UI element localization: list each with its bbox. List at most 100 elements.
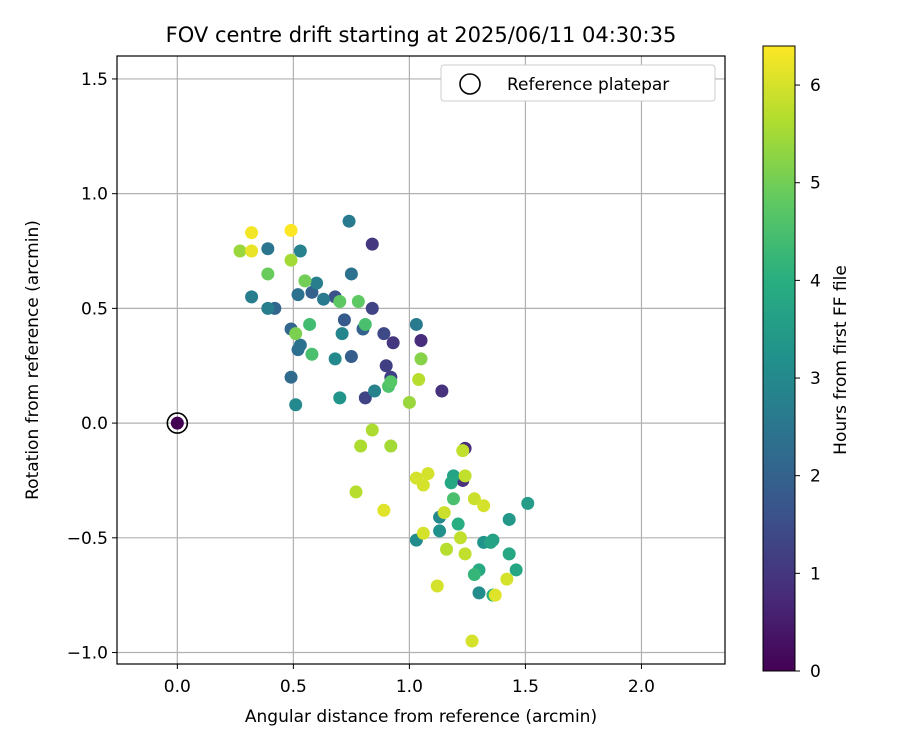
plot-frame (116, 55, 726, 665)
data-point (477, 499, 491, 513)
data-point (414, 352, 428, 366)
legend-entry-reference: Reference platepar (507, 75, 669, 95)
y-tick-label: 1.0 (81, 185, 108, 205)
data-point (305, 347, 319, 361)
x-tick-label: 0.0 (164, 677, 191, 697)
reference-marker (166, 412, 189, 434)
data-point (354, 439, 368, 453)
colorbar-tick-label: 5 (810, 174, 821, 194)
data-point (444, 476, 458, 490)
data-point (435, 384, 449, 398)
data-point (261, 242, 275, 256)
colorbar-tick-label: 0 (810, 662, 821, 682)
data-point (458, 547, 472, 561)
data-point (284, 370, 298, 384)
colorbar-gradient (762, 45, 796, 672)
data-point (365, 301, 379, 315)
data-point (342, 214, 356, 228)
data-point (446, 492, 460, 506)
colorbar-tick-label: 2 (810, 467, 821, 487)
data-point (170, 416, 184, 430)
data-point (298, 274, 312, 288)
data-point (412, 373, 426, 387)
data-point (384, 375, 398, 389)
y-tick-label: 0.5 (81, 299, 108, 319)
data-point (293, 338, 307, 352)
data-point (467, 568, 481, 582)
data-point (472, 586, 486, 600)
y-axis-ticks: −1.0 −0.5 0.0 0.5 1.0 1.5 (67, 70, 117, 664)
data-point (344, 350, 358, 364)
data-point (440, 542, 454, 556)
y-tick-label: 0.0 (81, 414, 108, 434)
x-axis-label: Angular distance from reference (arcmin) (245, 707, 597, 727)
colorbar: 0 1 2 3 4 5 6 Hours from first FF file (762, 45, 851, 682)
data-point (430, 579, 444, 593)
data-point (245, 290, 259, 304)
data-point (337, 313, 351, 327)
data-point (349, 485, 363, 499)
data-point (365, 423, 379, 437)
colorbar-label: Hours from first FF file (831, 265, 851, 455)
x-tick-label: 1.0 (396, 677, 423, 697)
data-point (384, 439, 398, 453)
data-point (328, 352, 342, 366)
data-point (379, 359, 393, 373)
data-point (453, 531, 467, 545)
data-point (333, 294, 347, 308)
data-point (458, 469, 472, 483)
data-point (414, 333, 428, 347)
data-point (289, 398, 303, 412)
data-point (368, 384, 382, 398)
data-point (451, 517, 465, 531)
y-axis-label: Rotation from reference (arcmin) (23, 220, 43, 500)
x-tick-label: 0.5 (280, 677, 307, 697)
x-tick-label: 2.0 (628, 677, 655, 697)
data-point (358, 317, 372, 331)
x-tick-label: 1.5 (512, 677, 539, 697)
data-point (456, 444, 470, 458)
y-tick-label: 1.5 (81, 70, 108, 90)
data-point (488, 588, 502, 602)
colorbar-tick-label: 3 (810, 369, 821, 389)
data-point (500, 572, 514, 586)
y-tick-label: −0.5 (67, 529, 108, 549)
data-point (521, 496, 535, 510)
data-point (310, 276, 324, 290)
data-point (421, 467, 435, 481)
legend: Reference platepar (440, 64, 716, 102)
data-point (502, 512, 516, 526)
chart-title: FOV centre drift starting at 2025/06/11 … (166, 23, 677, 47)
legend-box (440, 64, 716, 102)
data-point (467, 492, 481, 506)
data-point (509, 563, 523, 577)
data-point (245, 244, 259, 258)
data-point (433, 524, 447, 538)
data-point (377, 327, 391, 341)
grid (117, 56, 725, 664)
colorbar-tick-label: 1 (810, 564, 821, 584)
data-point (409, 471, 423, 485)
data-point (261, 267, 275, 281)
data-point (416, 526, 430, 540)
data-point (284, 223, 298, 237)
colorbar-tick-label: 6 (810, 76, 821, 96)
y-tick-label: −1.0 (67, 644, 108, 664)
data-point (291, 288, 305, 302)
data-point (261, 301, 275, 315)
data-point (293, 244, 307, 258)
data-point (502, 547, 516, 561)
data-point (386, 336, 400, 350)
data-point (358, 391, 372, 405)
data-point (245, 226, 259, 240)
data-point (233, 244, 247, 258)
data-point (465, 634, 479, 648)
data-point (303, 317, 317, 331)
data-point (344, 267, 358, 281)
data-point (284, 253, 298, 267)
data-point (335, 327, 349, 341)
data-points (170, 214, 535, 648)
colorbar-tick-label: 4 (810, 271, 821, 291)
data-point (409, 317, 423, 331)
